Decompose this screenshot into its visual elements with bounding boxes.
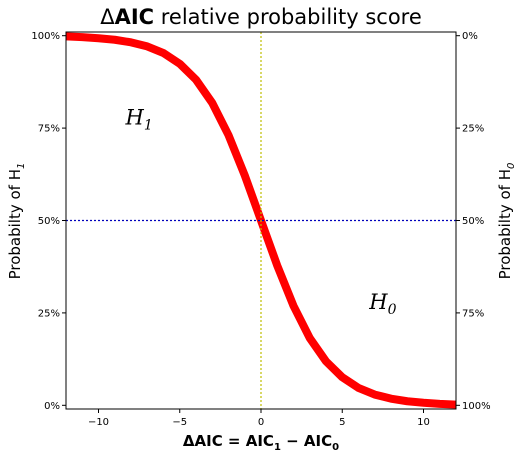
y-left-tick-label: 50% xyxy=(38,216,60,227)
y-axis-left-label: Probabilty of H1 xyxy=(6,163,27,280)
hypothesis-label: H0 xyxy=(368,290,396,318)
hypothesis-label: H1 xyxy=(125,105,153,133)
x-tick-label: 5 xyxy=(339,417,345,428)
x-tick-label: 0 xyxy=(258,417,264,428)
x-tick-label: −10 xyxy=(88,417,109,428)
y-right-tick-label: 100% xyxy=(462,401,491,412)
y-right-tick-label: 75% xyxy=(462,308,484,319)
y-axis-right-label: Probabilty of H0 xyxy=(496,163,517,280)
x-tick-label: 10 xyxy=(417,417,430,428)
x-tick-label: −5 xyxy=(172,417,187,428)
y-left-tick-label: 25% xyxy=(38,308,60,319)
y-left-tick-label: 75% xyxy=(38,124,60,135)
y-right-tick-label: 0% xyxy=(462,31,478,42)
y-right-tick-label: 25% xyxy=(462,124,484,135)
y-axis-left-ticks: 0% 25% 50% 75% 100% xyxy=(31,31,66,412)
hypothesis-annotations: H1 H0 xyxy=(125,105,397,318)
y-left-tick-label: 0% xyxy=(44,401,60,412)
y-axis-right-ticks: 100% 75% 50% 25% 0% xyxy=(456,31,491,412)
chart-title: ΔAIC relative probability score xyxy=(100,5,422,29)
x-axis-ticks: −10 −5 0 5 10 xyxy=(88,409,430,428)
x-axis-label: ΔAIC = AIC1 − AIC0 xyxy=(183,432,339,453)
y-left-tick-label: 100% xyxy=(31,31,60,42)
reference-lines xyxy=(66,32,456,409)
y-right-tick-label: 50% xyxy=(462,216,484,227)
